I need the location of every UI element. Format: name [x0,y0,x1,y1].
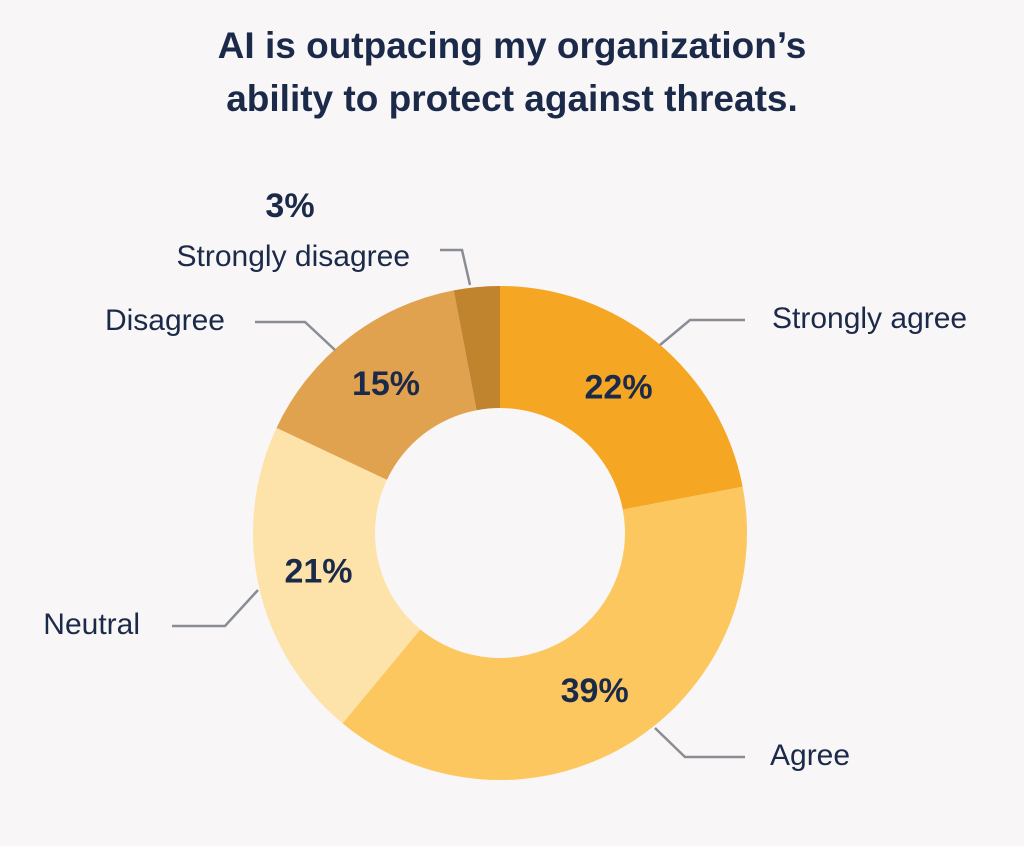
leader-line [659,318,745,346]
category-label: Strongly agree [772,302,967,335]
donut-slice [276,290,477,480]
donut-slice [253,427,421,724]
donut-slice [453,286,500,411]
category-label: Disagree [105,304,225,337]
leader-line [172,589,259,628]
value-label: 15% [352,365,420,403]
category-label: Neutral [43,608,140,641]
value-label: 39% [561,672,629,710]
value-label: 3% [265,187,314,225]
donut-slice [342,486,747,780]
leader-line [440,248,472,286]
chart-title: ability to protect against threats. [226,78,798,119]
chart-title: AI is outpacing my organization’s [218,25,807,66]
value-label: 22% [585,369,653,407]
category-label: Agree [770,739,850,772]
leader-line [255,320,336,351]
donut-slice [500,286,743,510]
leader-line [654,727,745,759]
category-label: Strongly disagree [177,240,410,273]
value-label: 21% [284,553,352,591]
